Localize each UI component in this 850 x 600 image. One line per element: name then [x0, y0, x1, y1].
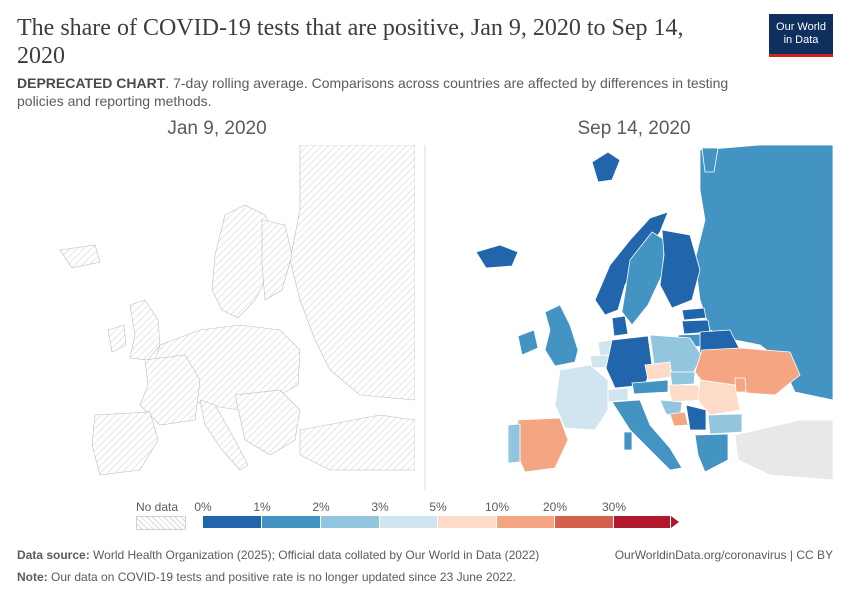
logo-line-2: in Data: [783, 34, 819, 46]
country-ireland[interactable]: [517, 329, 539, 356]
source-text: World Health Organization (2025); Offici…: [89, 548, 540, 562]
country-sardinia[interactable]: [623, 431, 633, 451]
note-text: Our data on COVID-19 tests and positive …: [47, 570, 516, 584]
country-bulgaria[interactable]: [707, 413, 743, 435]
region-iceland-left[interactable]: [59, 244, 101, 269]
region-finland-left[interactable]: [261, 219, 293, 301]
country-romania[interactable]: [697, 379, 741, 416]
map-right-panel: [475, 145, 833, 481]
logo-line-1: Our World: [776, 21, 826, 33]
legend-no-data-label: No data: [136, 500, 179, 514]
country-turkey[interactable]: [734, 419, 833, 481]
country-hungary[interactable]: [667, 384, 701, 403]
legend-tick-3: 3%: [371, 500, 389, 514]
country-russia-north[interactable]: [701, 147, 719, 173]
panel-date-right: Sep 14, 2020: [577, 118, 691, 139]
region-turkey-left[interactable]: [299, 414, 415, 471]
note-label: Note:: [17, 570, 48, 584]
legend-tick-7: 30%: [601, 500, 627, 514]
country-denmark[interactable]: [611, 315, 629, 337]
country-italy[interactable]: [611, 399, 683, 471]
chart-subtitle: DEPRECATED CHART. 7-day rolling average.…: [17, 74, 777, 110]
legend-bin-1[interactable]: [262, 516, 321, 528]
region-iberia-left[interactable]: [91, 411, 159, 476]
region-uk-left[interactable]: [129, 299, 161, 361]
legend-overflow-arrow: [671, 516, 679, 528]
legend-tick-5: 10%: [484, 500, 510, 514]
legend-bin-5[interactable]: [497, 516, 555, 528]
legend-no-data-swatch: [136, 516, 186, 530]
country-greece[interactable]: [694, 433, 729, 473]
country-czechia[interactable]: [644, 361, 673, 381]
legend-tick-0: 0%: [194, 500, 212, 514]
legend-tick-1: 1%: [253, 500, 271, 514]
country-germany[interactable]: [605, 335, 653, 389]
country-portugal[interactable]: [507, 423, 521, 464]
legend-bin-2[interactable]: [321, 516, 380, 528]
region-italy-left[interactable]: [199, 399, 249, 471]
country-uk[interactable]: [544, 304, 579, 367]
country-estonia[interactable]: [681, 307, 707, 321]
legend-bin-7[interactable]: [614, 516, 671, 528]
legend-tick-4: 5%: [429, 500, 447, 514]
footer-source: Data source: World Health Organization (…: [17, 548, 539, 562]
legend-tick-2: 2%: [312, 500, 330, 514]
footer-note: Note: Our data on COVID-19 tests and pos…: [17, 570, 516, 584]
region-balkans-left[interactable]: [234, 389, 301, 456]
region-ireland-left[interactable]: [107, 324, 127, 353]
legend-color-bar: [203, 516, 671, 528]
region-russia-left[interactable]: [289, 145, 415, 401]
owid-logo[interactable]: Our World in Data: [769, 14, 833, 57]
country-slovakia[interactable]: [669, 371, 696, 386]
source-label: Data source:: [17, 548, 90, 562]
country-svalbard[interactable]: [591, 151, 621, 183]
legend-tick-6: 20%: [542, 500, 568, 514]
deprecated-label: DEPRECATED CHART: [17, 75, 166, 91]
panel-date-left: Jan 9, 2020: [167, 118, 267, 139]
country-iceland[interactable]: [475, 244, 519, 269]
region-scandinavia-left[interactable]: [211, 204, 279, 319]
map-left-panel: [59, 145, 415, 476]
country-sweden[interactable]: [621, 231, 666, 326]
country-moldova[interactable]: [734, 377, 747, 393]
legend-bin-6[interactable]: [555, 516, 614, 528]
legend-bin-3[interactable]: [380, 516, 438, 528]
country-france[interactable]: [554, 364, 609, 431]
footer-license[interactable]: OurWorldinData.org/coronavirus | CC BY: [614, 548, 833, 562]
region-france-left[interactable]: [139, 354, 201, 426]
country-bosnia[interactable]: [669, 411, 689, 427]
chart-title: The share of COVID-19 tests that are pos…: [17, 15, 684, 69]
country-finland[interactable]: [659, 229, 701, 309]
subtitle-text: . 7-day rolling average. Comparisons acr…: [17, 75, 729, 109]
country-serbia[interactable]: [685, 404, 707, 431]
country-spain[interactable]: [514, 417, 569, 473]
country-austria[interactable]: [631, 379, 669, 395]
legend-bin-0[interactable]: [203, 516, 262, 528]
country-switzerland[interactable]: [604, 387, 629, 403]
legend-bin-4[interactable]: [438, 516, 497, 528]
